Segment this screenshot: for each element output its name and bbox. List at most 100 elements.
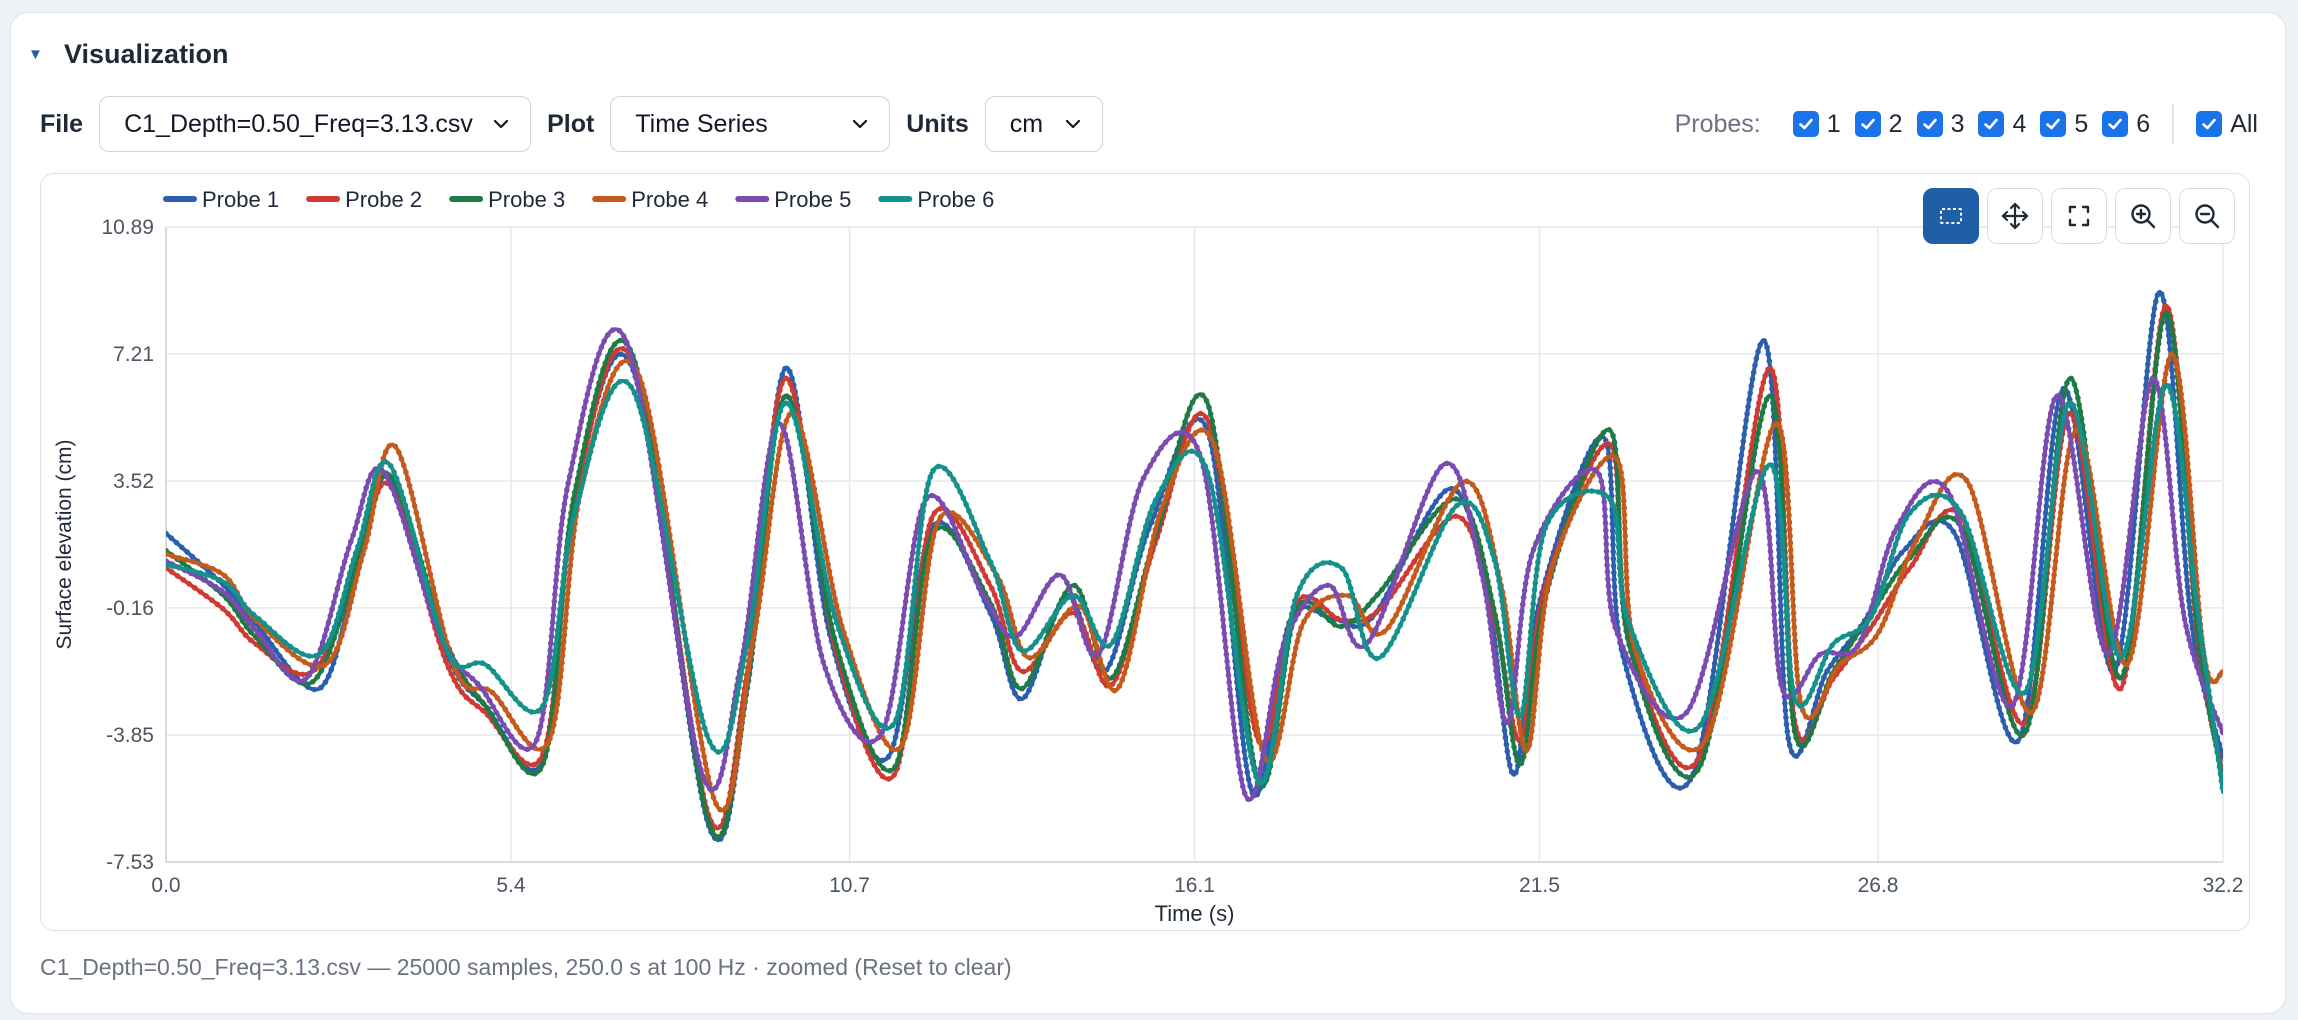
checkmark-icon[interactable] [2040,111,2067,137]
data-point [1726,649,1732,655]
data-point [1621,505,1627,511]
data-point [2169,367,2175,374]
data-point [567,562,574,568]
data-point [2120,679,2127,686]
y-tick-label: 10.89 [101,216,154,239]
probe-checkbox-1[interactable]: 1 [1792,110,1841,139]
data-point [671,615,678,621]
data-point [672,622,679,628]
data-point [1161,500,1167,506]
data-point [1429,504,1435,511]
probe-checkbox-6[interactable]: 6 [2102,110,2150,139]
data-point [1892,589,1898,596]
data-point [601,338,607,344]
data-point [1814,694,1821,701]
data-point [2139,579,2146,586]
probe-checkbox-3[interactable]: 3 [1916,110,1964,139]
data-point [1751,427,1757,434]
probe-checkbox-4[interactable]: 4 [1978,110,2026,139]
data-point [1975,580,1982,586]
data-point [973,554,979,560]
data-point [773,466,780,472]
data-point [786,412,793,418]
data-point [1731,621,1737,628]
data-point [1237,601,1243,607]
data-point [520,764,526,771]
section-header[interactable]: ▼ Visualization [28,36,229,72]
plot-select[interactable]: Time Series [610,96,891,152]
probe-checkbox-all[interactable]: All [2196,110,2258,139]
checkmark-icon[interactable] [1978,111,2005,137]
probe-checkbox-5[interactable]: 5 [2040,110,2088,139]
data-point [841,668,847,675]
data-point [517,730,524,736]
data-point [2041,662,2047,669]
time-series-chart[interactable]: 0.0 5.4 10.7 16.1 21.5 26.8 32.210.897.213.52-… [41,174,2251,932]
data-point [206,580,213,586]
data-point [274,658,281,665]
data-point [1789,714,1796,720]
checkmark-icon[interactable] [1854,111,1881,137]
data-point [1403,570,1410,577]
data-point [713,801,719,807]
probe-checkbox-2[interactable]: 2 [1854,110,1903,139]
data-point [1773,389,1780,395]
data-point [1665,754,1671,760]
data-point [186,581,192,587]
data-point [2188,618,2195,625]
data-point [556,542,563,549]
data-point [812,492,819,499]
data-point [770,487,777,493]
data-point [757,591,764,597]
collapse-caret-icon[interactable]: ▼ [28,45,43,63]
data-point [2020,700,2026,707]
data-point [579,455,585,462]
data-point [1537,637,1544,644]
data-point [1898,550,1905,556]
data-point [1741,513,1748,520]
data-point [1334,615,1341,622]
checkmark-icon[interactable] [1792,111,1819,137]
data-point [1946,476,1952,482]
checkmark-icon[interactable] [1916,111,1943,137]
data-point [2014,728,2020,735]
data-point [2006,653,2013,660]
checkmark-icon[interactable] [2102,111,2129,137]
data-point [2119,633,2126,639]
data-point [189,553,196,560]
data-point [1784,484,1791,491]
data-point [1559,535,1566,542]
data-point [2023,727,2030,733]
series-probe-5 [166,327,2223,802]
data-point [1033,652,1039,658]
data-point [1495,626,1501,632]
data-point [323,626,330,633]
data-point [908,557,915,563]
checkmark-icon[interactable] [2196,111,2223,137]
data-point [2145,445,2152,452]
data-point [1479,551,1485,557]
data-point [853,709,860,715]
data-point [2073,388,2080,394]
data-point [563,604,570,610]
data-point [1642,727,1648,733]
data-point [1915,543,1922,550]
data-point [697,733,704,739]
data-point [1958,548,1965,554]
data-point [960,545,966,552]
file-select[interactable]: C1_Depth=0.50_Freq=3.13.csv [99,96,532,152]
x-tick-label: 10.7 [829,874,870,897]
data-point [899,741,906,747]
data-point [785,445,792,451]
data-point [332,592,339,599]
data-point [1246,670,1252,677]
data-point [1323,607,1330,613]
y-tick-label: -3.85 [106,724,154,747]
data-point [879,729,885,735]
data-point [459,689,465,695]
data-point [1724,656,1731,662]
units-select[interactable]: cm [984,96,1103,152]
data-point [1901,563,1908,569]
data-point [409,545,415,551]
data-point [1121,670,1128,676]
